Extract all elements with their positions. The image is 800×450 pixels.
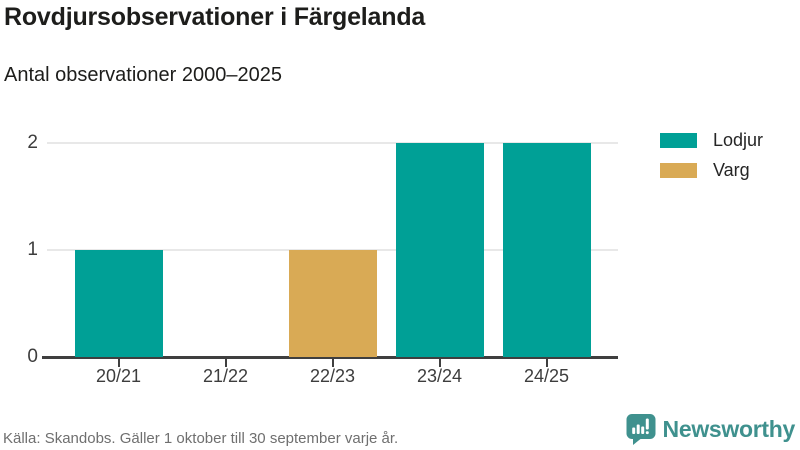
x-tick-label-22-23: 22/23 [309,366,356,386]
plot-area [47,143,618,357]
bar-slot-22-23 [279,143,386,357]
legend-swatch-varg [660,162,697,178]
bar-slot-21-22 [172,143,279,357]
y-tick-label: 2 [27,132,38,153]
x-tick-label-24-25: 24/25 [523,366,570,386]
source-note: Källa: Skandobs. Gäller 1 oktober till 3… [3,430,399,447]
x-tick-23-24 [438,359,441,367]
legend: Lodjur Varg [660,131,763,191]
legend-label-varg: Varg [713,160,750,180]
legend-label-lodjur: Lodjur [713,130,764,150]
newsworthy-icon [626,413,656,446]
bar-slot-20-21 [65,143,172,357]
bar-slot-24-25 [493,143,600,357]
x-tick-24-25 [545,359,548,367]
newsworthy-logo[interactable]: Newsworthy [626,413,795,446]
bar-22-23-varg [288,250,377,357]
y-tick-label: 1 [27,239,38,260]
legend-item-lodjur: Lodjur [660,131,763,149]
bar-20-21-lodjur [74,250,163,357]
legend-swatch-lodjur [660,132,697,148]
bar-24-25-lodjur [502,143,591,357]
x-tick-22-23 [331,359,334,367]
chart-title: Rovdjursobservationer i Färgelanda [4,3,426,31]
bar-23-24-lodjur [395,143,484,357]
y-tick-label: 0 [27,346,38,367]
bar-slot-23-24 [386,143,493,357]
x-tick-21-22 [224,359,227,367]
chart-subtitle: Antal observationer 2000–2025 [4,64,282,86]
x-axis-line [42,356,618,359]
x-tick-label-21-22: 21/22 [202,366,249,386]
x-tick-label-20-21: 20/21 [95,366,142,386]
gridline-y2 [47,142,618,144]
legend-item-varg: Varg [660,161,763,179]
newsworthy-wordmark: Newsworthy [662,416,796,442]
x-tick-20-21 [117,359,120,367]
x-tick-label-23-24: 23/24 [416,366,463,386]
